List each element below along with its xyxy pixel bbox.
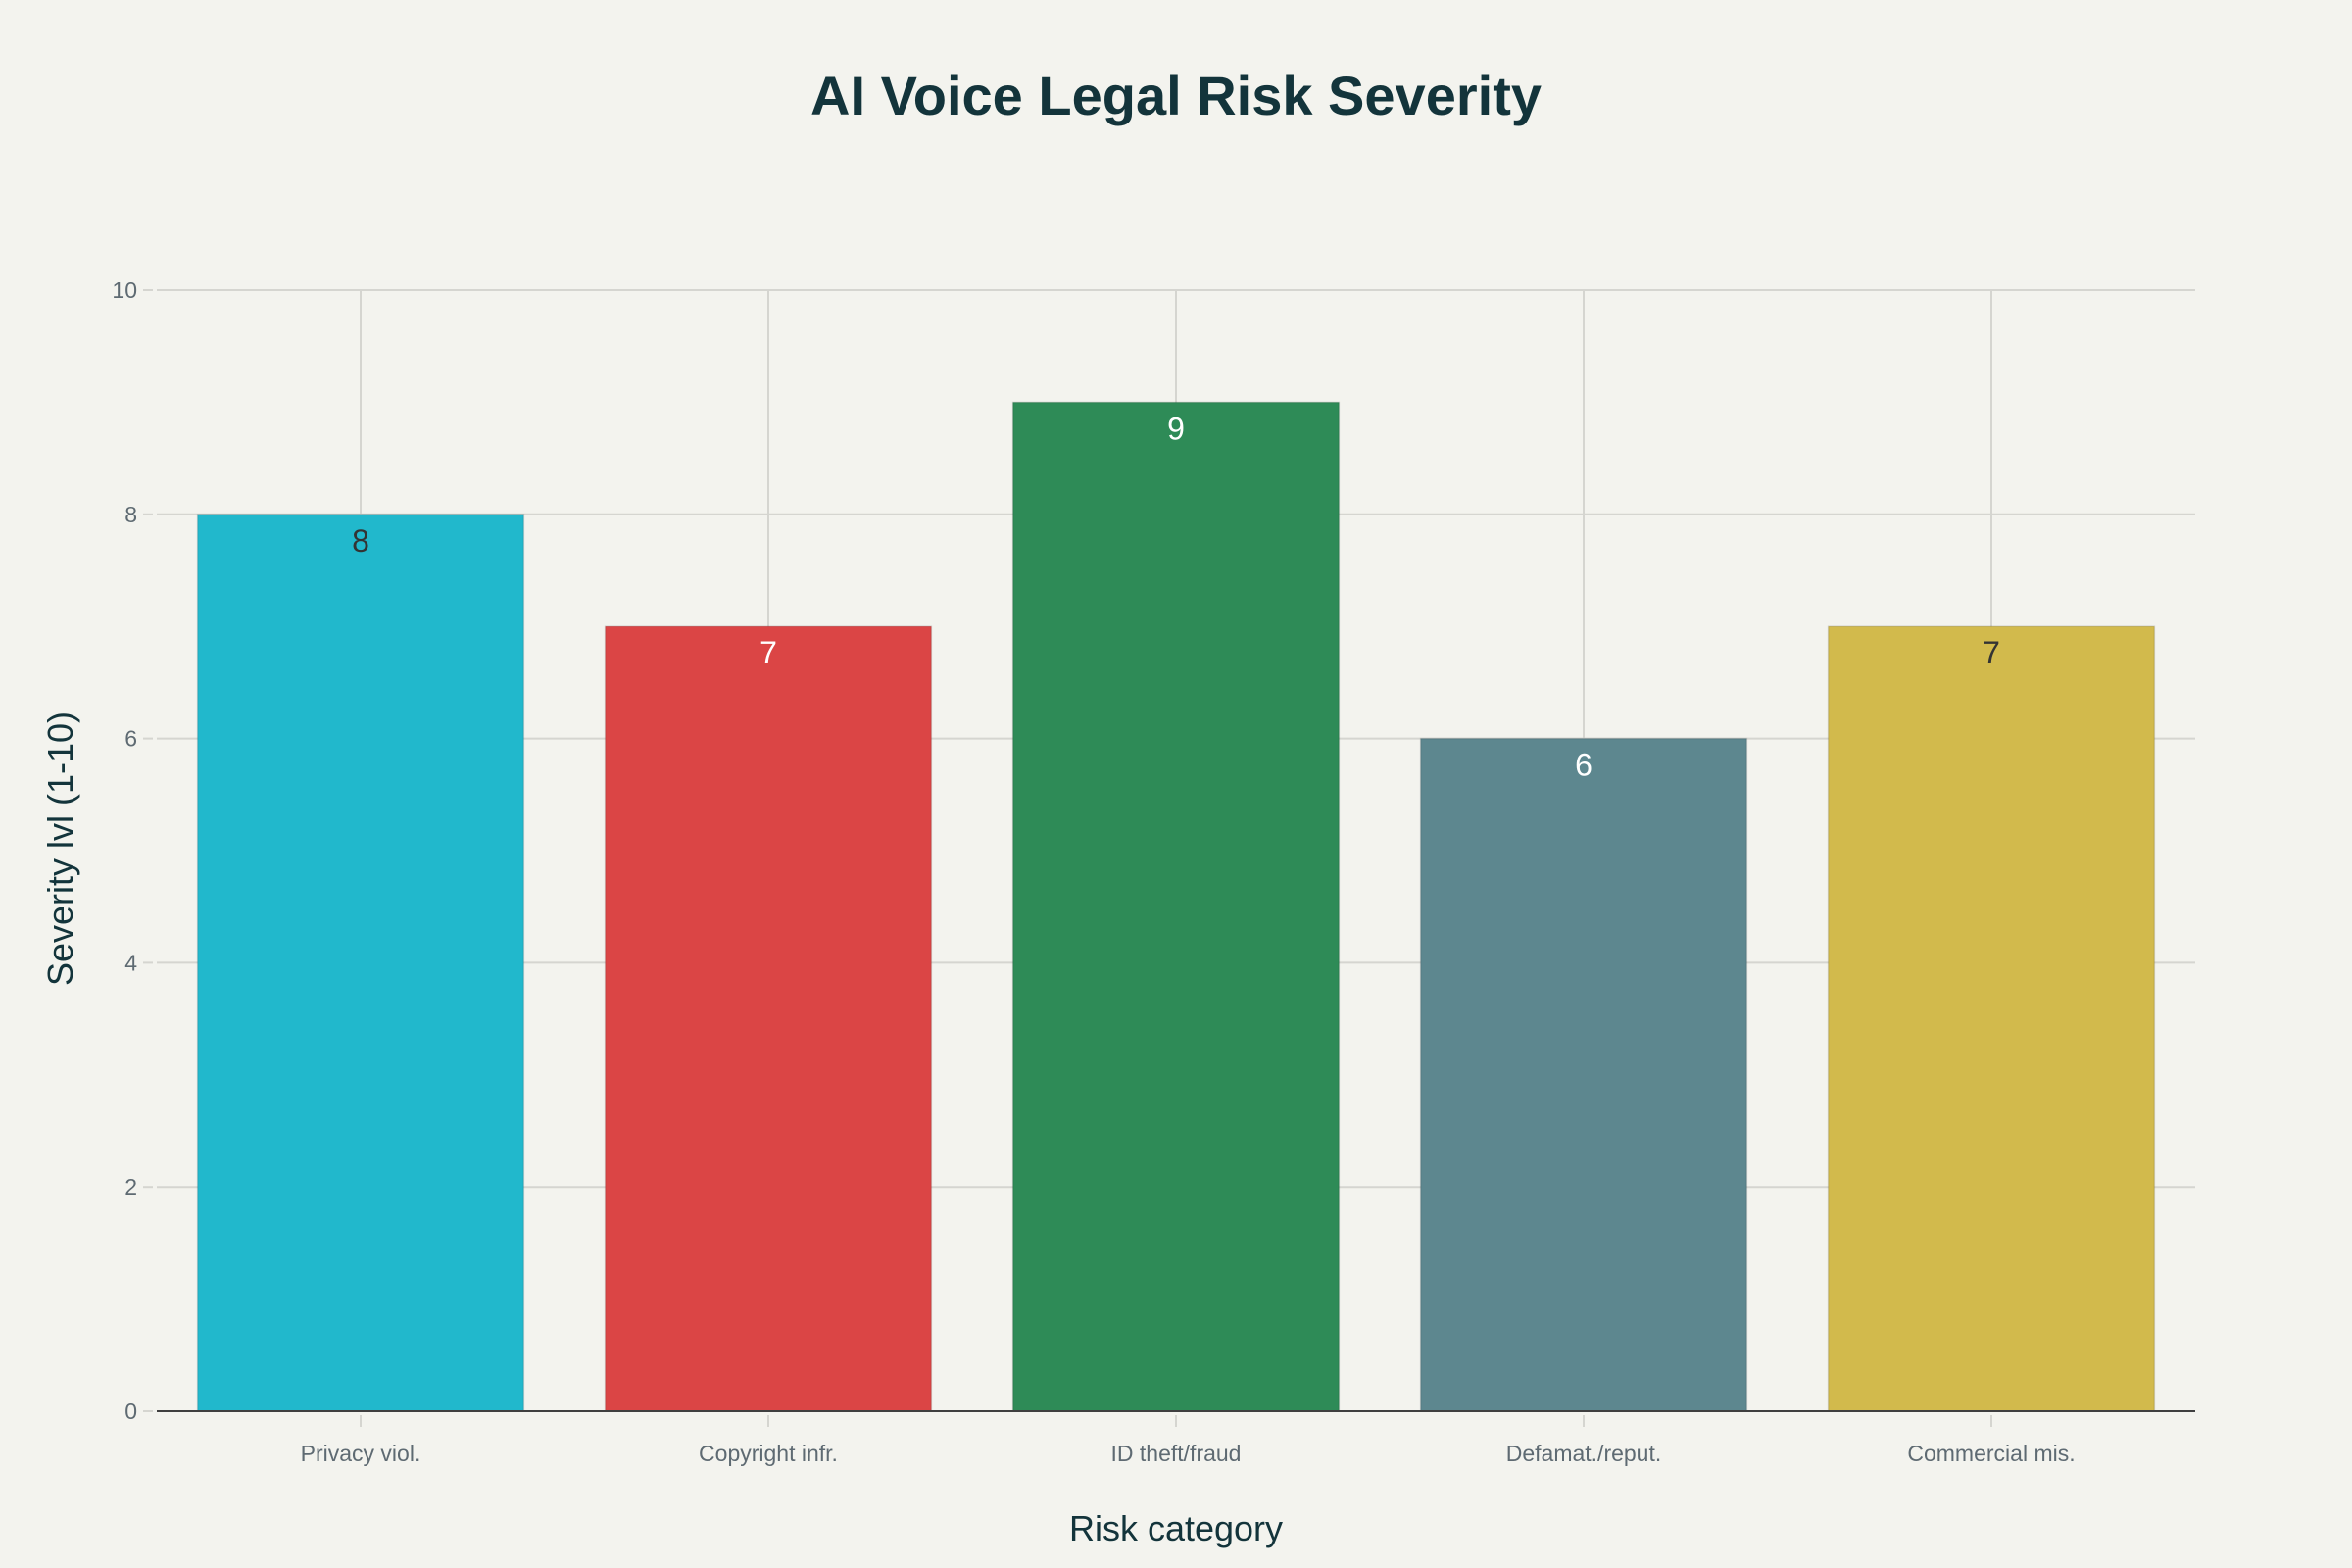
x-axis: Privacy viol. Copyright infr. ID theft/fra… <box>157 1410 2195 1466</box>
y-axis-title: Severity lvl (1-10) <box>40 711 80 986</box>
bar <box>604 625 933 1412</box>
y-tick-label: 10 <box>112 277 137 303</box>
data-label: 8 <box>352 523 369 559</box>
chart-title: AI Voice Legal Risk Severity <box>810 65 1542 126</box>
bars: 8 7 9 6 7 <box>196 401 2156 1412</box>
bar <box>1827 625 2156 1412</box>
x-tick-label: Copyright infr. <box>699 1441 838 1466</box>
x-tick-label: Commercial mis. <box>1907 1441 2075 1466</box>
y-tick-label: 8 <box>124 502 137 527</box>
y-axis: 0 2 4 6 8 10 <box>112 277 153 1424</box>
y-tick-label: 2 <box>124 1174 137 1200</box>
data-label: 6 <box>1575 748 1592 783</box>
y-tick-label: 0 <box>124 1398 137 1424</box>
data-label: 7 <box>760 635 777 670</box>
data-label: 9 <box>1167 411 1185 446</box>
data-label: 7 <box>1983 635 2000 670</box>
bar <box>1419 737 1748 1412</box>
y-tick-label: 4 <box>124 950 137 975</box>
x-axis-title: Risk category <box>1069 1508 1283 1548</box>
x-tick-label: ID theft/fraud <box>1111 1441 1242 1466</box>
bar <box>1011 401 1341 1412</box>
x-tick-label: Defamat./reput. <box>1506 1441 1662 1466</box>
x-tick-label: Privacy viol. <box>301 1441 421 1466</box>
y-tick-label: 6 <box>124 726 137 752</box>
bar <box>196 514 525 1412</box>
